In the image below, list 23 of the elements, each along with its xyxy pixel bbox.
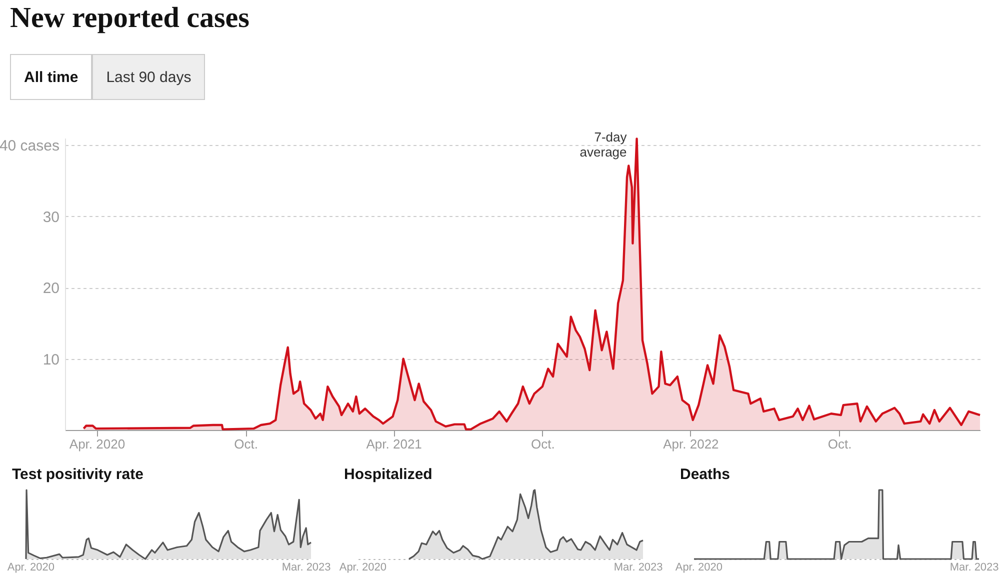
annotation: 7-day average: [580, 130, 628, 160]
x-tick-label: Oct.: [828, 436, 852, 452]
y-tick-label: 30: [42, 208, 60, 226]
x-tick-label: Mar. 2023: [614, 562, 663, 574]
y-tick-label: 10: [42, 351, 60, 368]
x-tick-label: Apr. 2020: [7, 562, 54, 574]
chart-title: Hospitalized: [344, 466, 432, 483]
chart-title: Deaths: [680, 466, 730, 483]
x-tick-label: Apr. 2022: [663, 436, 719, 452]
x-tick-label: Oct.: [234, 436, 258, 452]
text: All time: [10, 54, 92, 100]
text: Last 90 days: [92, 54, 206, 100]
x-tick-label: Mar. 2023: [950, 562, 999, 574]
y-tick-label: 20: [42, 280, 60, 298]
chart-title: New reported cases: [10, 2, 250, 35]
x-tick-label: Apr. 2020: [675, 562, 722, 574]
chart-title: Test positivity rate: [12, 466, 144, 483]
x-tick-label: Apr. 2021: [366, 436, 422, 452]
x-tick-label: Oct.: [531, 436, 555, 452]
y-tick-label: 40 cases: [0, 138, 60, 155]
x-tick-label: Apr. 2020: [339, 562, 386, 574]
x-tick-label: Mar. 2023: [282, 562, 331, 574]
x-tick-label: Apr. 2020: [69, 436, 126, 452]
